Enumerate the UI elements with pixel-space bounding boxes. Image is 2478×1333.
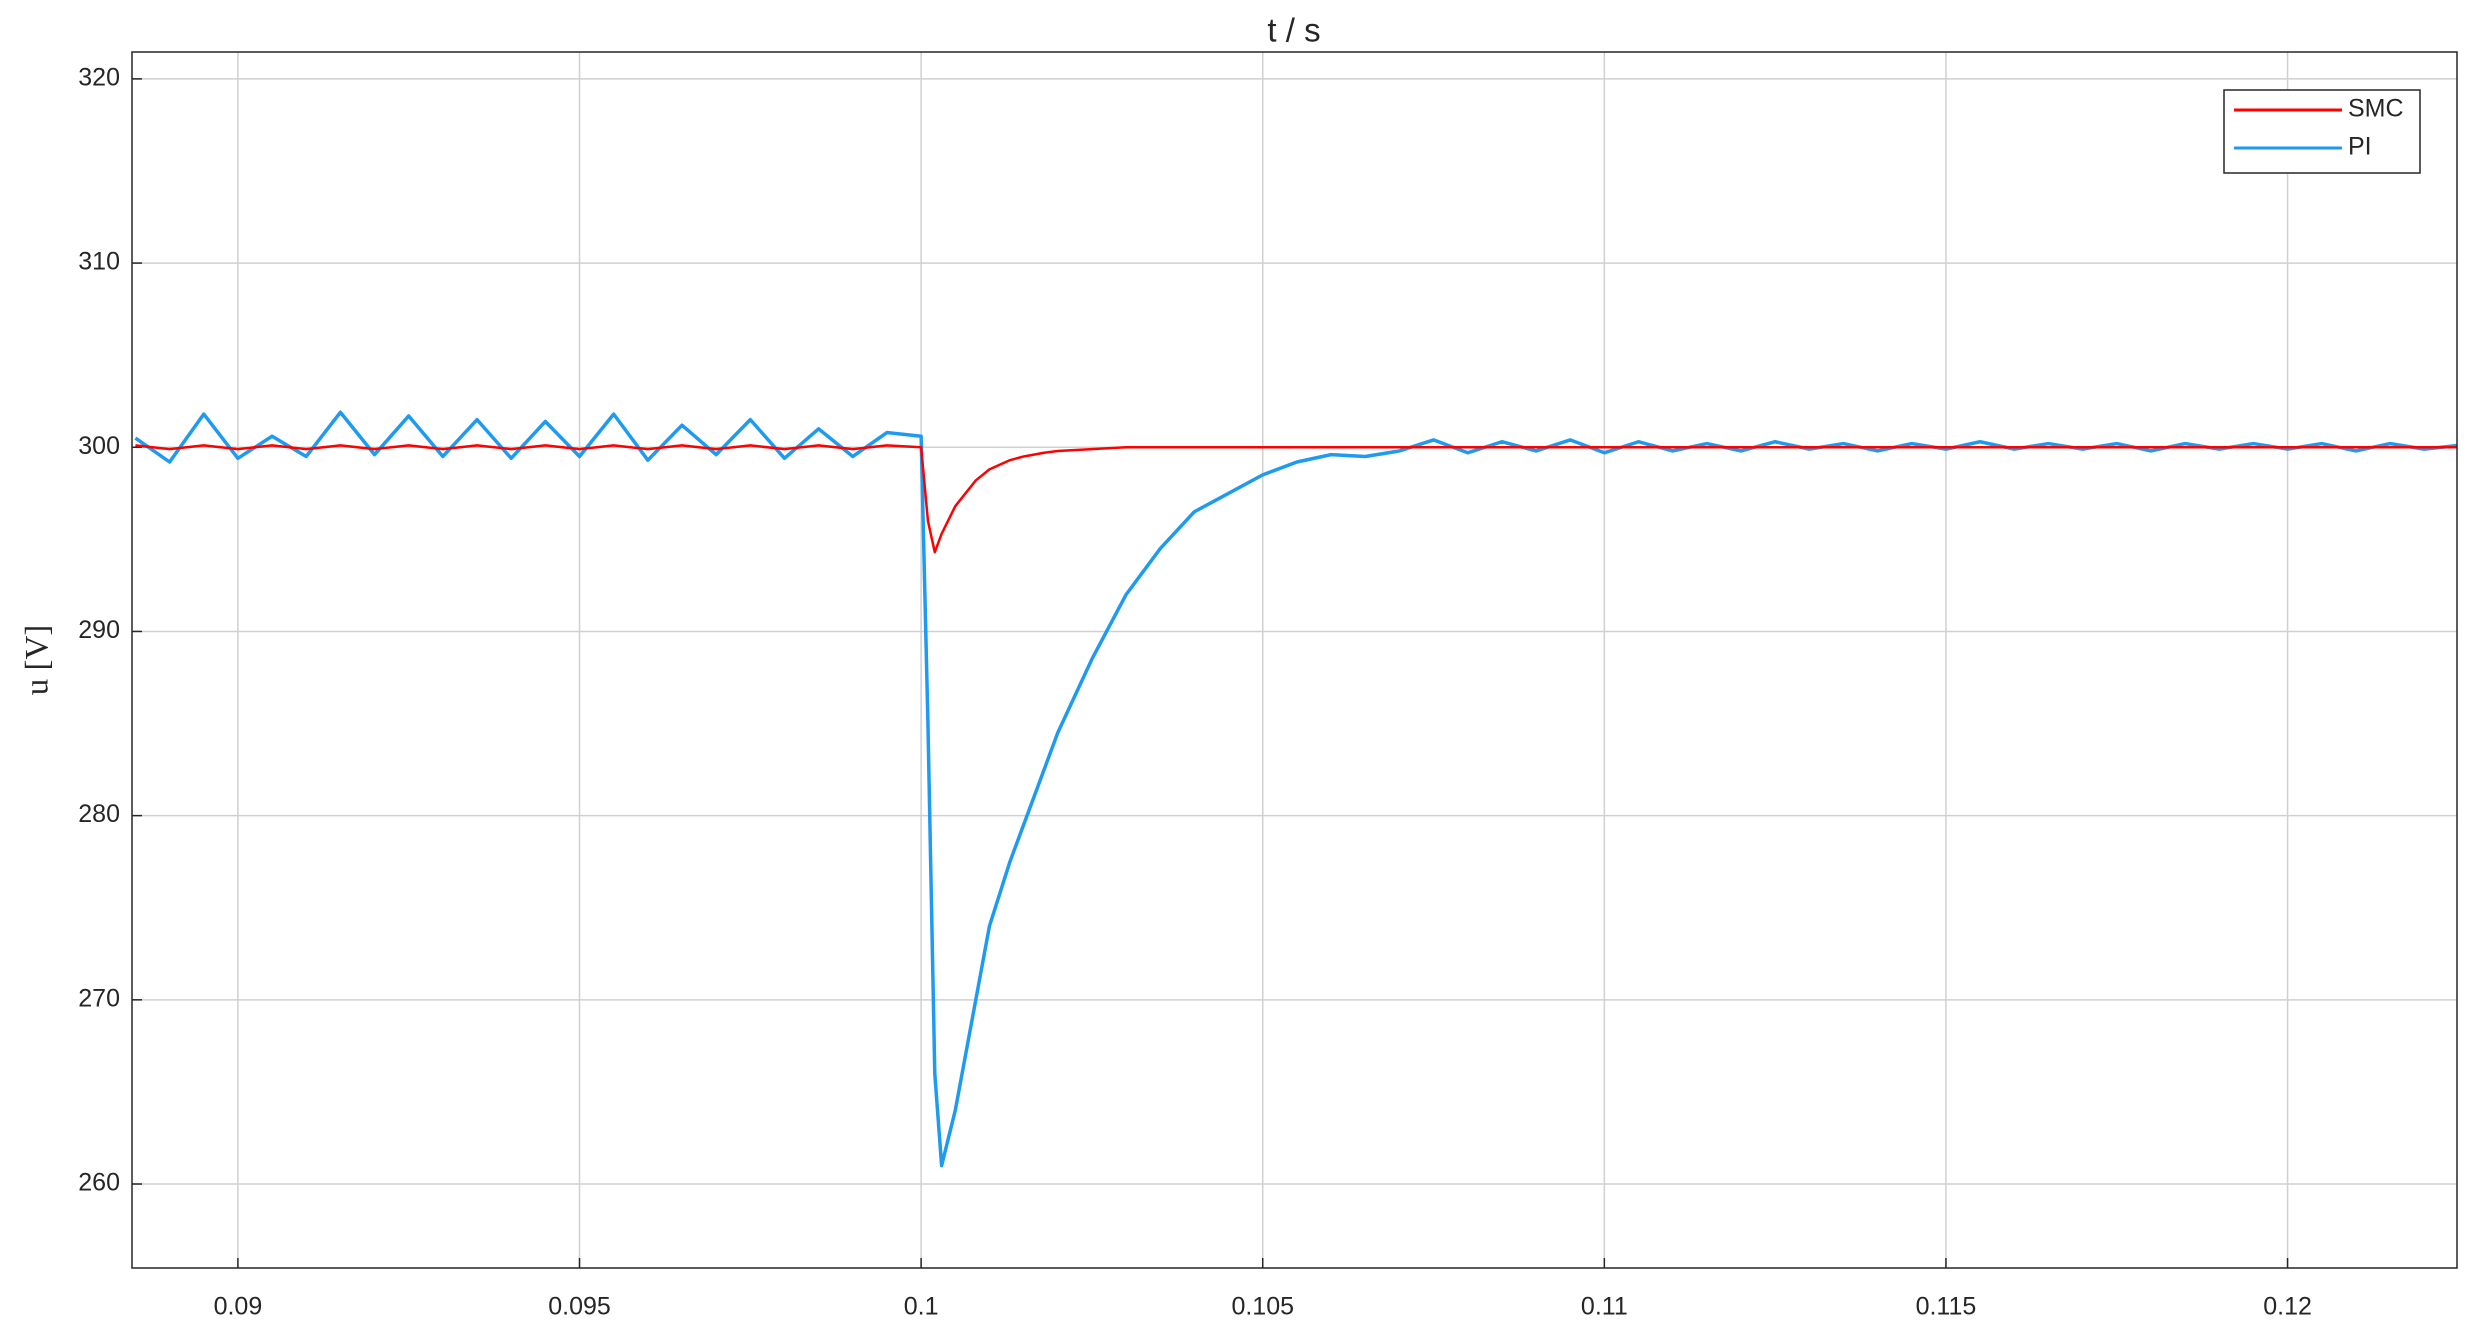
y-tick-label: 320 — [78, 64, 120, 92]
y-tick-label: 310 — [78, 248, 120, 276]
y-tick-label: 260 — [78, 1169, 120, 1197]
chart-title: t / s — [1267, 12, 1320, 49]
plot-frame — [131, 51, 2458, 1269]
y-tick-label: 280 — [78, 800, 120, 828]
legend-label: SMC — [2348, 95, 2404, 123]
legend-label: PI — [2348, 133, 2372, 161]
y-tick-label: 300 — [78, 432, 120, 460]
series-line — [134, 410, 2457, 1168]
x-tick-label: 0.115 — [1916, 1293, 1977, 1321]
x-tick-label: 0.12 — [2263, 1293, 2312, 1321]
x-tick-label: 0.11 — [1581, 1293, 1628, 1321]
x-tick-label: 0.105 — [1231, 1293, 1294, 1321]
x-tick-label: 0.1 — [904, 1293, 939, 1321]
series-line — [135, 444, 2457, 554]
x-tick-label: 0.09 — [214, 1293, 263, 1321]
y-axis-label: u [V] — [20, 625, 56, 696]
y-tick-label: 270 — [78, 984, 120, 1012]
legend-box — [2223, 89, 2421, 174]
x-tick-label: 0.095 — [548, 1293, 611, 1321]
y-tick-label: 290 — [78, 616, 120, 644]
